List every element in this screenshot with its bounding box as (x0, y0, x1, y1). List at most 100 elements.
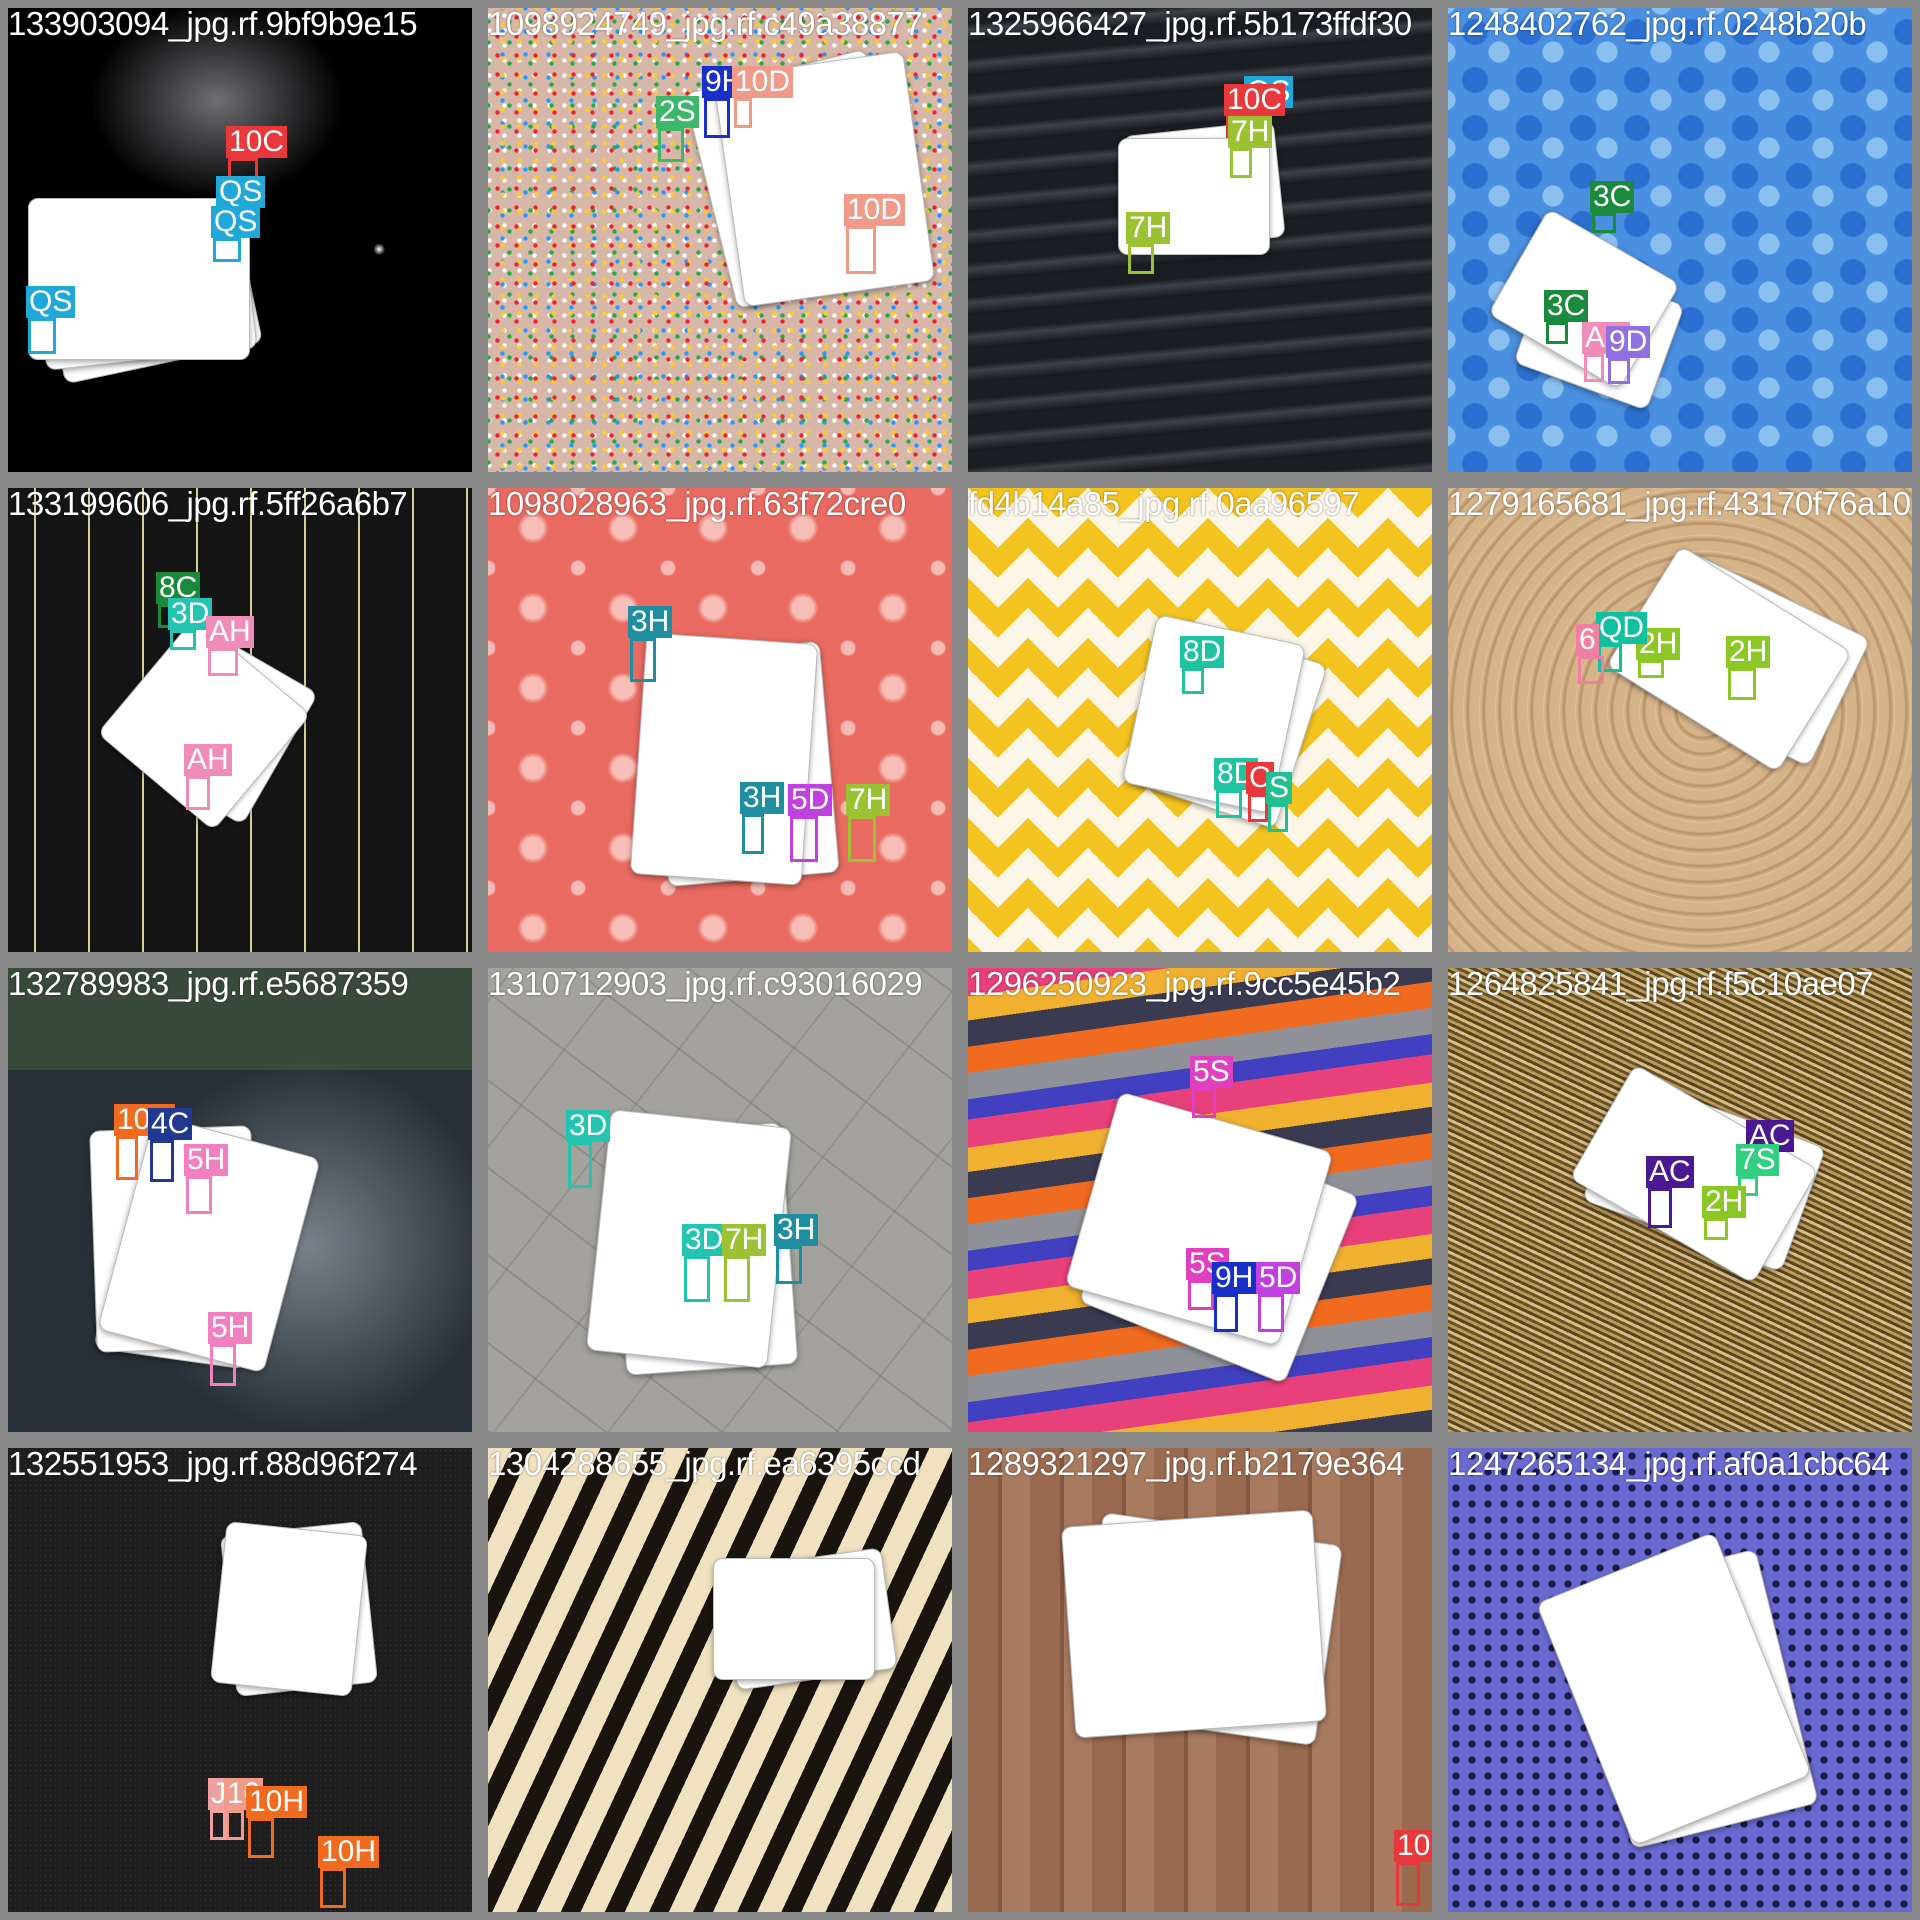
tile-filename: 1289321297_jpg.rf.b2179e364 (968, 1445, 1405, 1482)
tile-image: 3H 3H 5D 7H (488, 488, 952, 952)
tile-filename: 1325966427_jpg.rf.5b173ffdf30 (968, 5, 1412, 42)
tile-filename: 132789983_jpg.rf.e5687359 (8, 965, 409, 1002)
detection-box-c: 6 (1576, 624, 1604, 684)
bounding-box (28, 318, 56, 354)
detection-label: QS (211, 206, 261, 238)
mosaic-tile: 3D 3D 7H 3H 1310712903_jpg.rf.c93016029 (480, 960, 960, 1440)
bounding-box (248, 1818, 274, 1858)
tile-image: QS10C7H7H (968, 8, 1432, 472)
detection-label: 2H (1702, 1186, 1747, 1218)
tile-filename: 1098924749_jpg.rf.c49a38877 (488, 5, 923, 42)
detection-box-d: 2H (1726, 636, 1771, 700)
bounding-box (1188, 1280, 1214, 1310)
mosaic-tile: 3H 3H 5D 7H 1098028963_jpg.rf.63f72cre0 (480, 480, 960, 960)
detection-box-c: 10D (732, 66, 794, 128)
detection-box-a: 2S (656, 96, 699, 162)
bounding-box (1216, 790, 1242, 818)
mosaic-tile: 8CAC2C2C1247265134_jpg.rf.af0a1cbc64 (1440, 1440, 1920, 1920)
bounding-box (704, 98, 730, 138)
detection-box-b: 3D (168, 598, 213, 650)
bounding-box (1638, 660, 1664, 678)
detection-label: 7H (1228, 116, 1273, 148)
detection-box-d: 5D (1256, 1262, 1301, 1332)
bounding-box (1578, 656, 1604, 684)
detection-label: 10H (246, 1786, 308, 1818)
bounding-box (1608, 358, 1630, 384)
bounding-box (1592, 213, 1616, 233)
bounding-box (150, 1140, 174, 1182)
detection-box-b: 5S (1186, 1248, 1229, 1310)
detection-box-b: AC (1646, 1156, 1694, 1228)
bounding-box (170, 630, 196, 650)
tile-filename: 1247265134_jpg.rf.af0a1cbc64 (1448, 1445, 1890, 1482)
detection-label: 7H (846, 784, 891, 816)
bounding-box (1214, 1294, 1238, 1332)
tile-image: 5S 5S 9H 5D (968, 968, 1432, 1432)
detection-box-c: 5D (788, 784, 833, 862)
mosaic-tile: 10C QS QS QS 133903094_jpg.rf.9bf9b9e15 (0, 0, 480, 480)
bounding-box (630, 638, 656, 682)
detection-label: 4C (148, 1108, 193, 1140)
mosaic-tile: J 10 10H 10H 132551953_jpg.rf.88d96f274 (0, 1440, 480, 1920)
tile-image: AC AC 7S 2H (1448, 968, 1912, 1432)
tile-image: J 10 10H 10H (8, 1448, 472, 1912)
tile-image: ADQS7C7C (488, 1448, 952, 1912)
detection-label: 3H (774, 1214, 819, 1246)
bounding-box (1230, 148, 1252, 178)
detection-label: 5D (788, 784, 833, 816)
mosaic-tile: QS10C7H7H1325966427_jpg.rf.5b173ffdf30 (960, 0, 1440, 480)
detection-label: 10C (1224, 84, 1286, 116)
detection-label: 3H (628, 606, 673, 638)
detection-box-c: 7H (722, 1224, 767, 1302)
detection-box-c: QS (211, 206, 261, 262)
detection-label: 10C (1394, 1830, 1432, 1862)
bounding-box (1128, 244, 1154, 274)
playing-card (1060, 1509, 1328, 1739)
detection-box-c: C (1246, 762, 1274, 822)
tile-filename: 1279165681_jpg.rf.43170f76a10 (1448, 485, 1911, 522)
detection-label: 5H (184, 1144, 229, 1176)
detection-box-d: AH (184, 744, 232, 810)
detection-label: QS (216, 176, 266, 208)
detection-label: 3D (566, 1110, 611, 1142)
bounding-box (1182, 668, 1204, 694)
detection-box-d: 10H (318, 1836, 380, 1908)
detection-box-b: 3D (682, 1224, 727, 1302)
detection-label: 3C (1544, 290, 1589, 322)
detection-box-d: 7H (1126, 212, 1171, 274)
detection-box-c: 7H (1228, 116, 1273, 178)
tile-filename: 132551953_jpg.rf.88d96f274 (8, 1445, 418, 1482)
mosaic-tile: 10H 4C 5H 5H 132789983_jpg.rf.e5687359 (0, 960, 480, 1440)
mosaic-tile: 5S 5S 9H 5D 1296250923_jpg.rf.9cc5e45b2 (960, 960, 1440, 1440)
detection-label: 7H (1126, 212, 1171, 244)
bounding-box (1268, 804, 1288, 832)
tile-filename: 133903094_jpg.rf.9bf9b9e15 (8, 5, 418, 42)
tile-image: 8C 3D AH AH (8, 488, 472, 952)
detection-box-d: 2H (1702, 1186, 1747, 1240)
detection-box-b: 4C (148, 1108, 193, 1182)
tile-image: 10C QS QS QS (8, 8, 472, 472)
bounding-box (208, 648, 238, 676)
detection-box-d: 5H (208, 1312, 253, 1386)
detection-box-a: 3D (566, 1110, 611, 1188)
playing-card (209, 1521, 369, 1697)
detection-label: 10C (226, 126, 288, 158)
tile-image: 10H 4C 5H 5H (8, 968, 472, 1432)
tile-filename: 1098028963_jpg.rf.63f72cre0 (488, 485, 906, 522)
bounding-box (213, 238, 241, 262)
tile-image: 2S 9H 10D 10D (488, 8, 952, 472)
detection-label: 7S (1736, 1144, 1779, 1176)
detection-box-d: 10C (1394, 1830, 1432, 1906)
detection-label: 3D (168, 598, 213, 630)
detection-box-b: 10C (1224, 84, 1286, 138)
bounding-box (568, 1142, 592, 1188)
bounding-box (210, 1810, 226, 1840)
tile-filename: 1248402762_jpg.rf.0248b20b (1448, 5, 1867, 42)
detection-box-c: 9H (1212, 1262, 1257, 1332)
detection-label: 6 (1576, 624, 1599, 656)
bounding-box (724, 1256, 750, 1302)
tile-filename: 1264825841_jpg.rf.f5c10ae07 (1448, 965, 1874, 1002)
bounding-box (776, 1246, 802, 1284)
